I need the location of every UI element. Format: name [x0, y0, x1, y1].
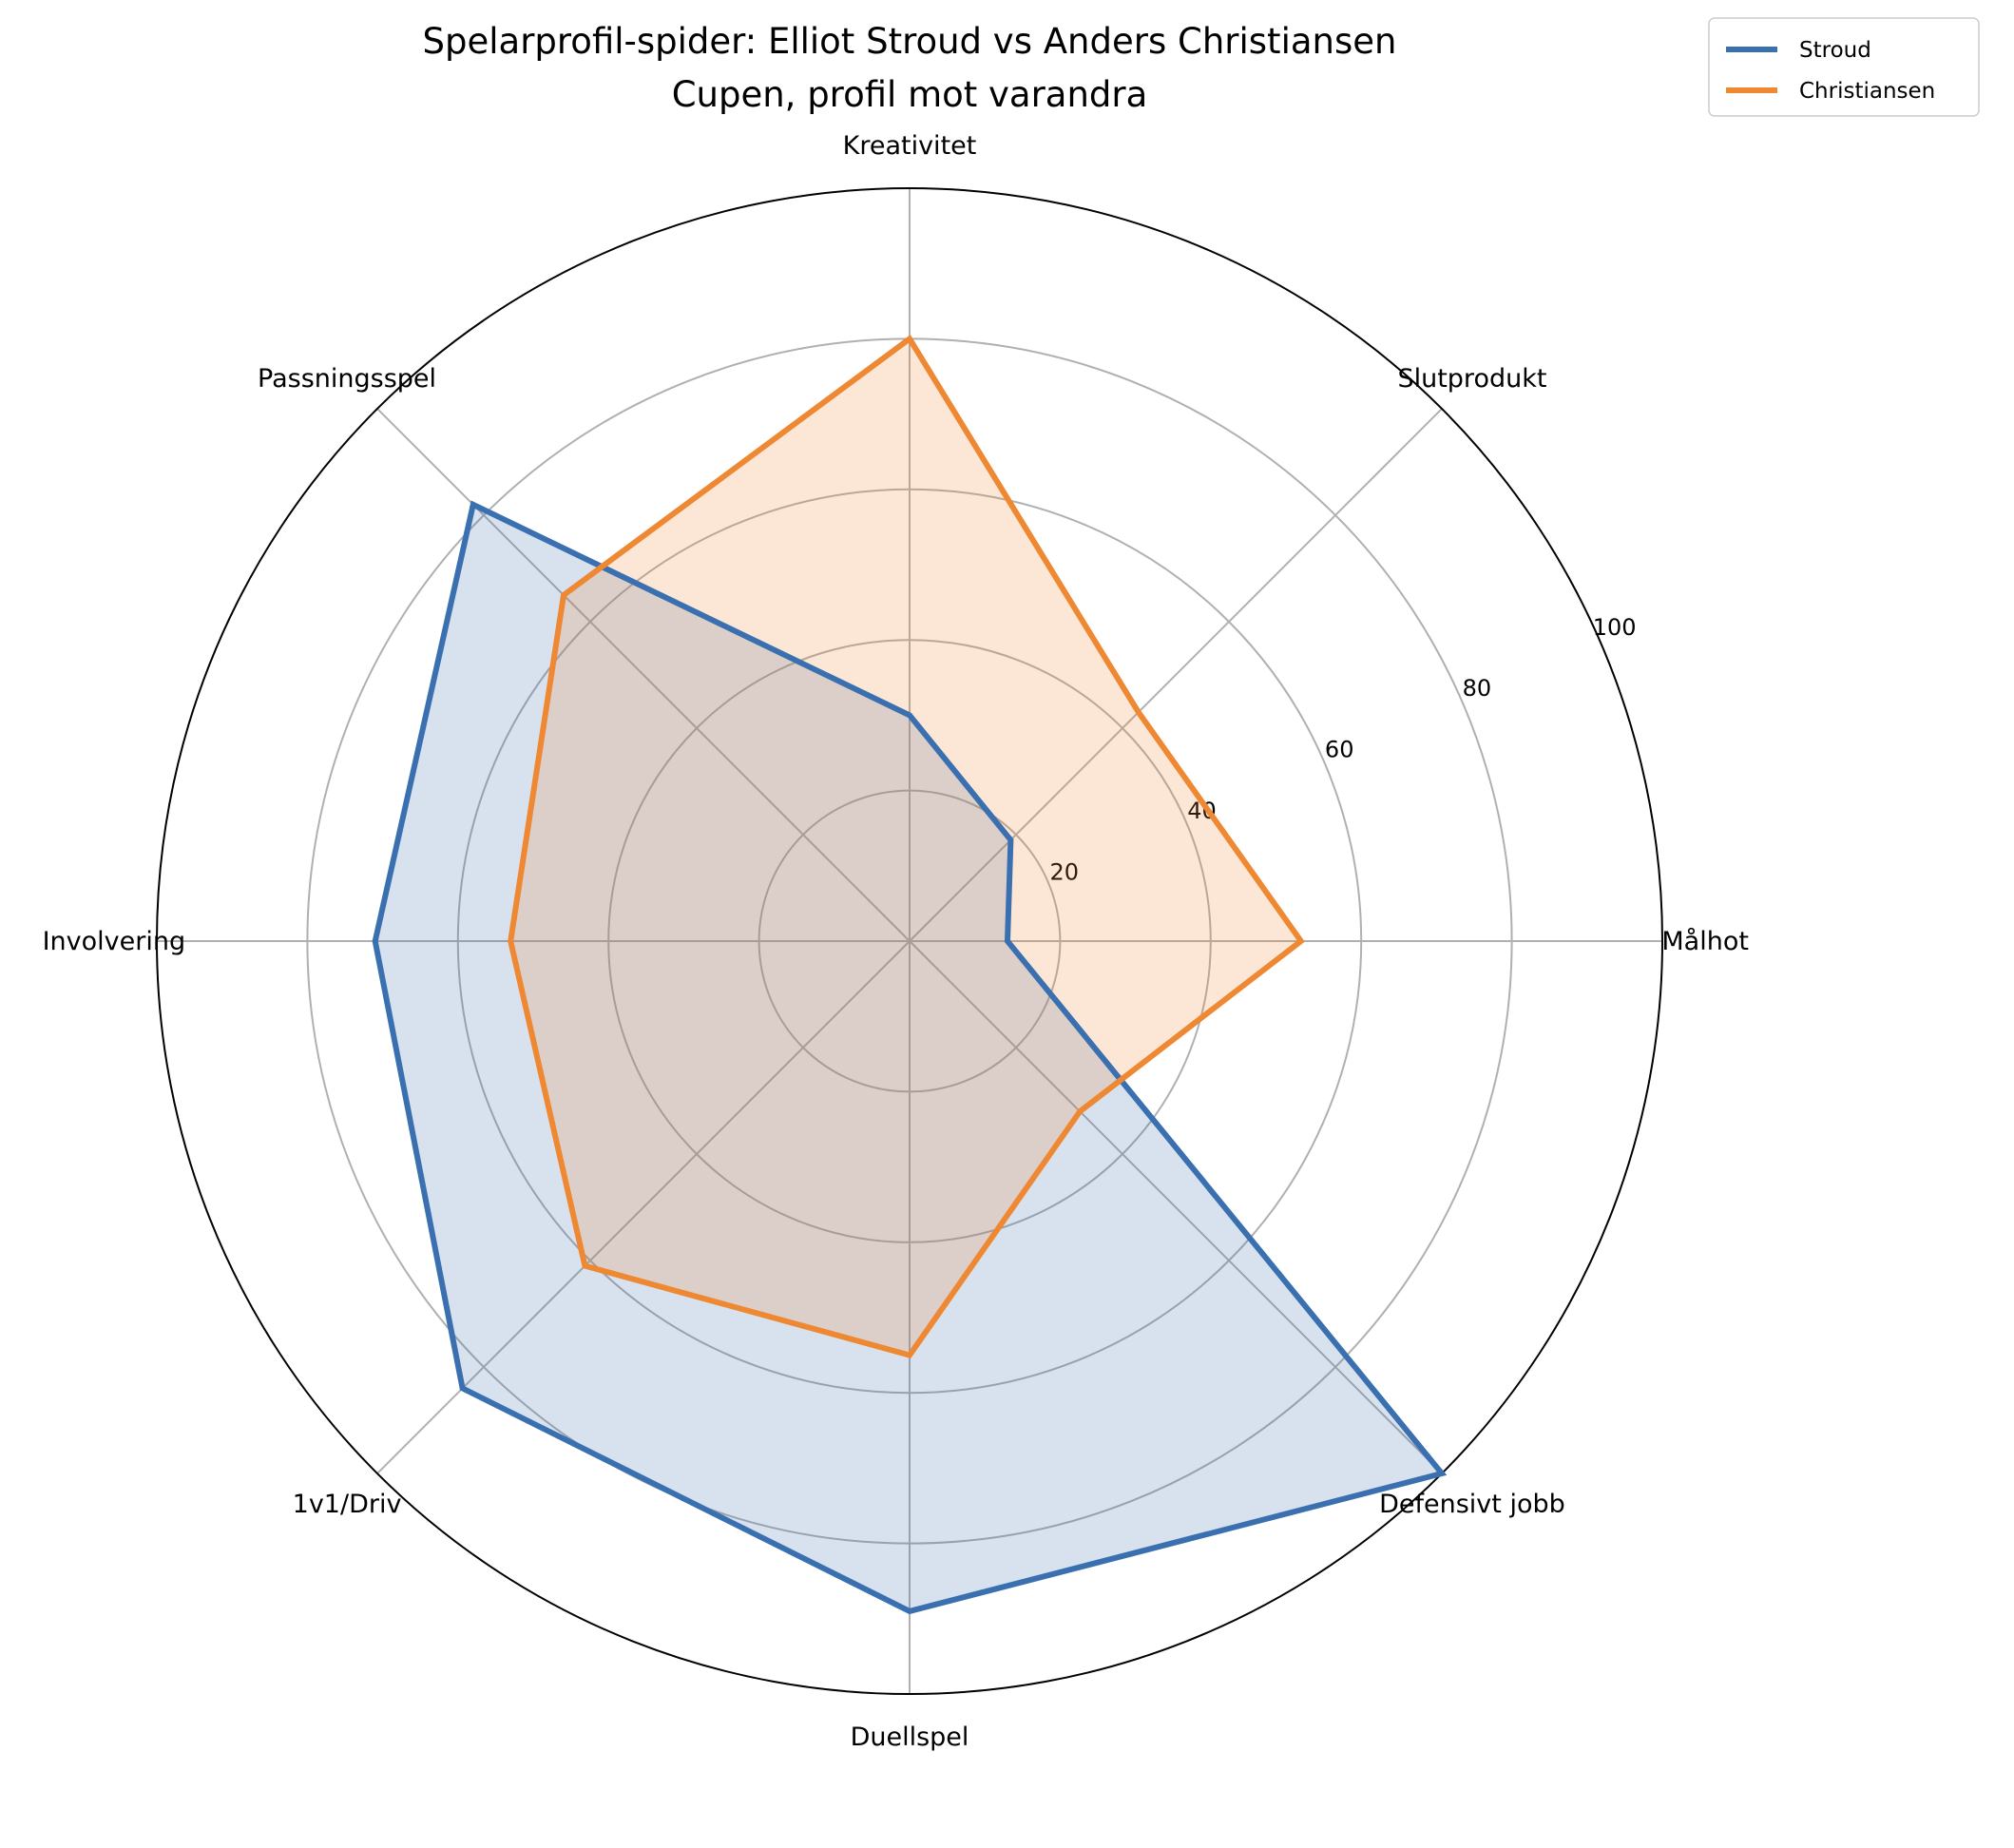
axis-labels: Målhot Slutprodukt Kreativitet Passningsspe…: [43, 131, 1749, 1752]
axis-label: 1v1/Driv: [293, 1490, 402, 1519]
grid-spoke: [376, 940, 911, 1474]
r-tick-label: 20: [1050, 859, 1080, 886]
r-tick-label: 60: [1325, 737, 1354, 763]
grid-spoke: [376, 408, 911, 942]
grid-spoke: [909, 408, 1443, 942]
outer-circle: [156, 187, 1663, 1695]
axis-label: Duellspel: [851, 1723, 969, 1752]
r-tick-label: 100: [1593, 614, 1637, 641]
axis-label: Passningsspel: [258, 364, 436, 394]
legend: Stroud Christiansen: [1708, 17, 1980, 117]
chart-title: Spelarprofil-spider: Elliot Stroud vs An…: [423, 21, 1397, 62]
chart-subtitle: Cupen, profil mot varandra: [672, 74, 1148, 115]
series-layer: [372, 335, 1448, 1615]
legend-label: Stroud: [1799, 38, 1871, 63]
axis-label: Kreativitet: [843, 131, 977, 161]
axis-label: Slutprodukt: [1397, 364, 1546, 394]
series-fill-christiansen: [510, 338, 1301, 1356]
legend-label: Christiansen: [1799, 79, 1935, 104]
axis-label: Involvering: [43, 927, 186, 956]
grid-spoke: [909, 940, 1443, 1474]
axis-label: Målhot: [1661, 927, 1749, 956]
series-fill-stroud: [374, 504, 1443, 1611]
axis-label: Defensivt jobb: [1379, 1490, 1565, 1519]
r-tick-label: 80: [1463, 675, 1492, 702]
